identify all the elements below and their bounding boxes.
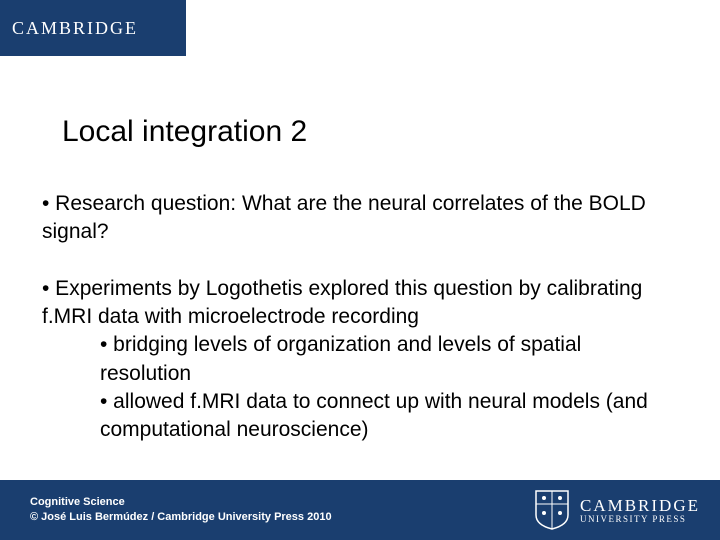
footer-logo-main: CAMBRIDGE (580, 497, 700, 514)
footer-title: Cognitive Science (30, 495, 332, 510)
footer-logo-text: CAMBRIDGE UNIVERSITY PRESS (580, 497, 700, 524)
footer-bar: Cognitive Science © José Luis Bermúdez /… (0, 480, 720, 540)
footer-logo-sub: UNIVERSITY PRESS (580, 514, 700, 524)
bullet-experiments: • Experiments by Logothetis explored thi… (42, 275, 678, 332)
top-brand-bar: CAMBRIDGE (0, 0, 186, 56)
footer-logo-block: CAMBRIDGE UNIVERSITY PRESS (534, 489, 700, 531)
shield-icon (534, 489, 570, 531)
cambridge-logo-top: CAMBRIDGE (12, 18, 138, 39)
slide: CAMBRIDGE Local integration 2 • Research… (0, 0, 720, 540)
slide-title: Local integration 2 (62, 115, 307, 149)
bullet-research-question: • Research question: What are the neural… (42, 190, 678, 247)
slide-content: • Research question: What are the neural… (42, 190, 678, 445)
bullet-bridging: • bridging levels of organization and le… (100, 331, 678, 388)
bullet-allowed: • allowed f.MRI data to connect up with … (100, 388, 678, 445)
footer-copyright: © José Luis Bermúdez / Cambridge Univers… (30, 510, 332, 525)
footer-credits: Cognitive Science © José Luis Bermúdez /… (30, 495, 332, 526)
